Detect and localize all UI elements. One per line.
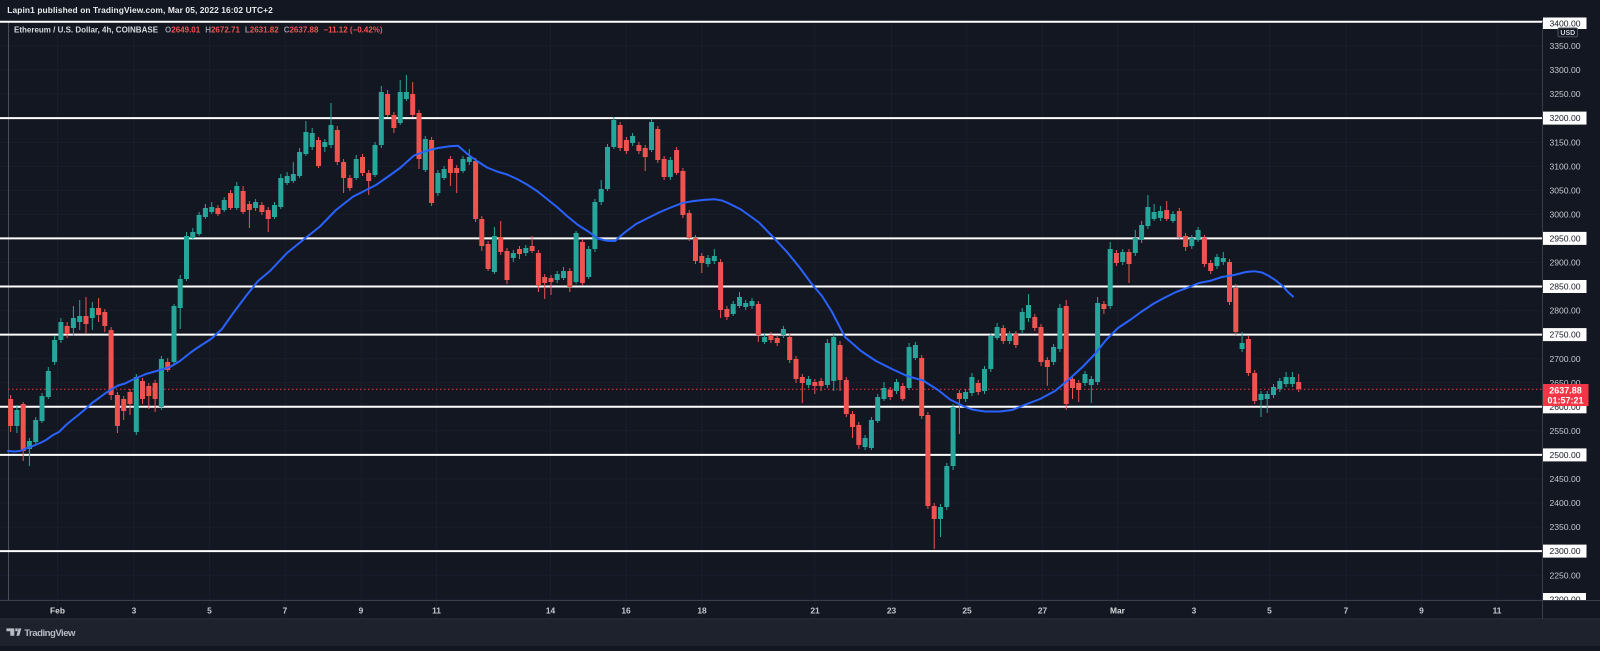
svg-text:7: 7 bbox=[1344, 606, 1349, 616]
svg-text:2800.00: 2800.00 bbox=[1549, 306, 1580, 316]
svg-text:2650.00: 2650.00 bbox=[1549, 378, 1580, 388]
svg-text:2950.00: 2950.00 bbox=[1549, 234, 1580, 244]
svg-text:3100.00: 3100.00 bbox=[1549, 161, 1580, 171]
svg-text:3: 3 bbox=[132, 606, 137, 616]
svg-text:2250.00: 2250.00 bbox=[1549, 570, 1580, 580]
svg-text:Mar: Mar bbox=[1110, 606, 1126, 616]
svg-text:3250.00: 3250.00 bbox=[1549, 89, 1580, 99]
svg-text:21: 21 bbox=[810, 606, 820, 616]
svg-text:3000.00: 3000.00 bbox=[1549, 209, 1580, 219]
svg-text:Lapin1 published on TradingVie: Lapin1 published on TradingView.com, Mar… bbox=[7, 5, 273, 15]
svg-text:5: 5 bbox=[207, 606, 212, 616]
svg-text:3150.00: 3150.00 bbox=[1549, 137, 1580, 147]
svg-text:11: 11 bbox=[432, 606, 441, 616]
svg-text:3400.00: 3400.00 bbox=[1549, 19, 1580, 29]
svg-text:2700.00: 2700.00 bbox=[1549, 354, 1580, 364]
svg-text:25: 25 bbox=[962, 606, 972, 616]
svg-text:2350.00: 2350.00 bbox=[1549, 522, 1580, 532]
svg-text:2850.00: 2850.00 bbox=[1549, 282, 1580, 292]
svg-text:2600.00: 2600.00 bbox=[1549, 402, 1580, 412]
svg-text:2450.00: 2450.00 bbox=[1549, 474, 1580, 484]
svg-text:3200.00: 3200.00 bbox=[1549, 113, 1580, 123]
svg-text:3: 3 bbox=[1192, 606, 1197, 616]
svg-text:18: 18 bbox=[697, 606, 707, 616]
svg-text:11: 11 bbox=[1493, 606, 1502, 616]
svg-text:5: 5 bbox=[1267, 606, 1272, 616]
svg-text:3050.00: 3050.00 bbox=[1549, 185, 1580, 195]
svg-text:2900.00: 2900.00 bbox=[1549, 258, 1580, 268]
svg-text:7: 7 bbox=[283, 606, 288, 616]
svg-text:27: 27 bbox=[1038, 606, 1048, 616]
svg-text:2750.00: 2750.00 bbox=[1549, 330, 1580, 340]
svg-text:TradingView: TradingView bbox=[24, 628, 76, 639]
svg-text:Ethereum / U.S. Dollar, 4h, CO: Ethereum / U.S. Dollar, 4h, COINBASE O264… bbox=[14, 26, 383, 35]
svg-text:14: 14 bbox=[546, 606, 556, 616]
svg-text:2300.00: 2300.00 bbox=[1549, 546, 1580, 556]
svg-text:16: 16 bbox=[621, 606, 631, 616]
svg-text:2200.00: 2200.00 bbox=[1549, 595, 1580, 605]
svg-text:2637.88: 2637.88 bbox=[1549, 385, 1582, 395]
svg-text:USD: USD bbox=[1560, 30, 1575, 37]
svg-text:23: 23 bbox=[887, 606, 897, 616]
svg-text:3350.00: 3350.00 bbox=[1549, 41, 1580, 51]
svg-text:Feb: Feb bbox=[50, 606, 65, 616]
svg-text:01:57:21: 01:57:21 bbox=[1547, 395, 1583, 405]
svg-text:9: 9 bbox=[1419, 606, 1424, 616]
svg-text:2500.00: 2500.00 bbox=[1549, 450, 1580, 460]
svg-text:2400.00: 2400.00 bbox=[1549, 498, 1580, 508]
svg-text:3300.00: 3300.00 bbox=[1549, 65, 1580, 75]
svg-text:9: 9 bbox=[359, 606, 364, 616]
svg-text:2550.00: 2550.00 bbox=[1549, 426, 1580, 436]
